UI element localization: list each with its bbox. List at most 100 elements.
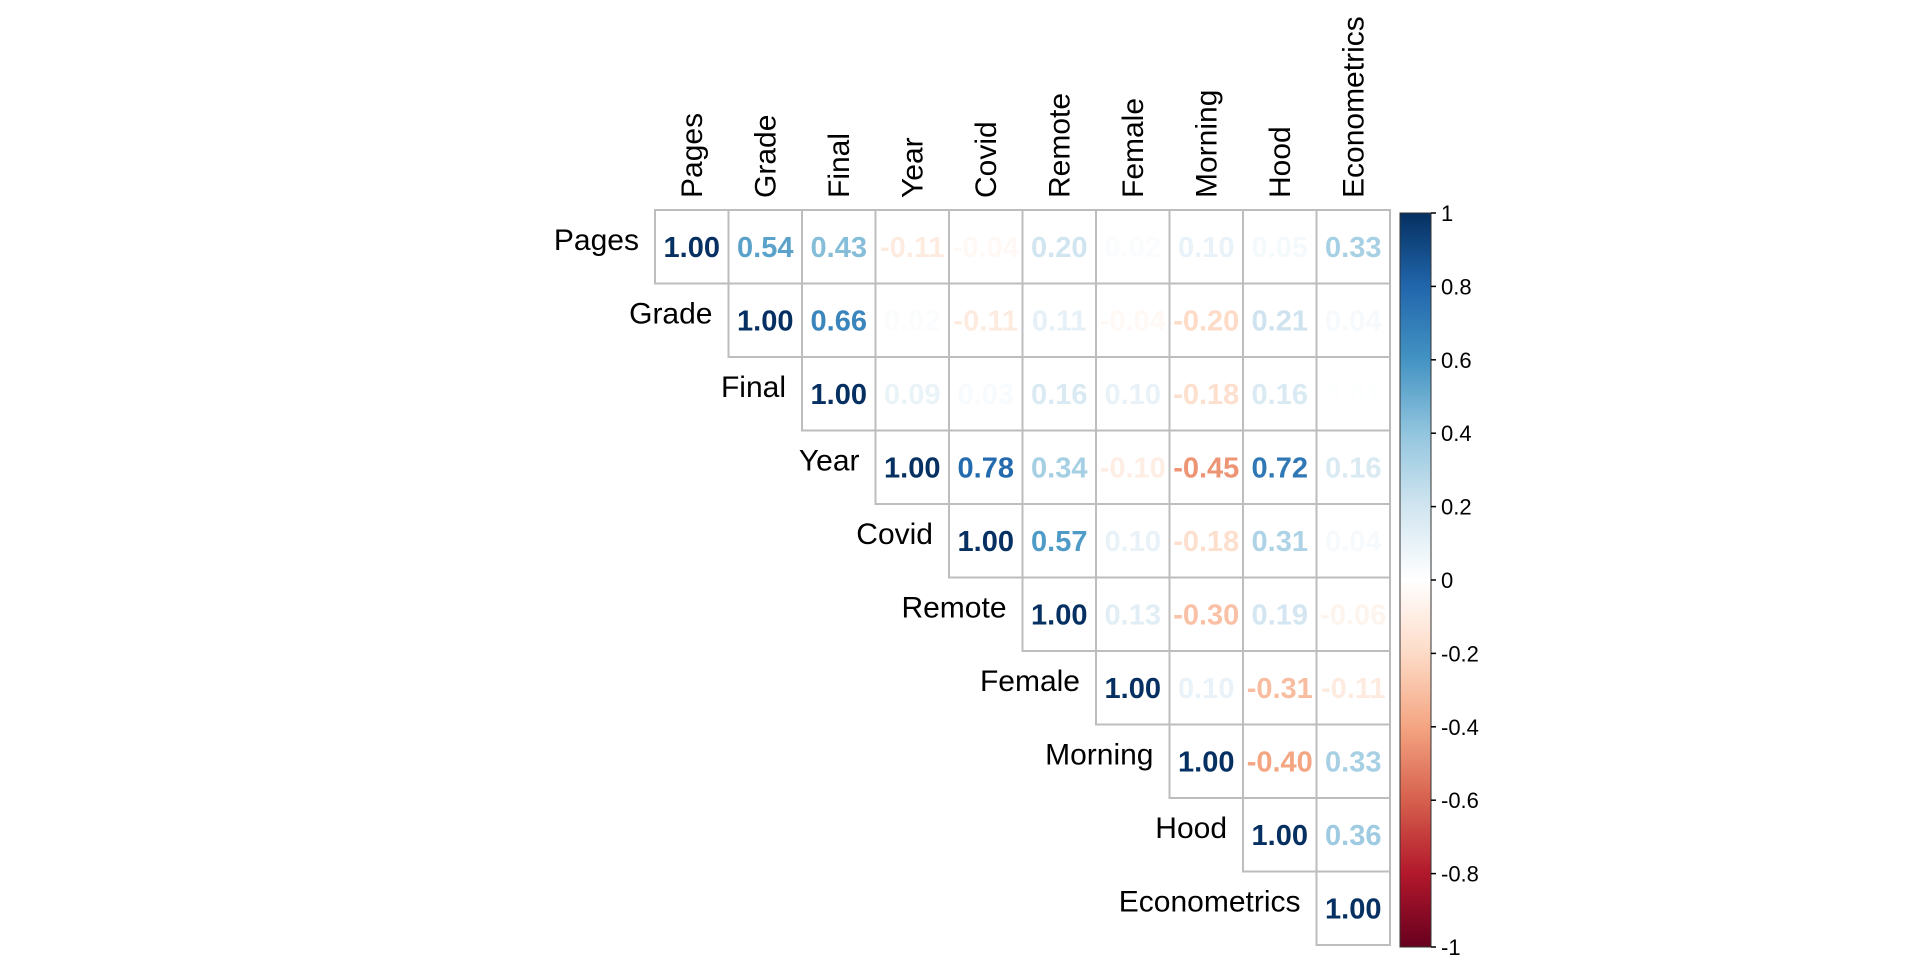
cell-value-pages-hood: 0.05 xyxy=(1252,232,1308,264)
colorbar-tick-label: -0.8 xyxy=(1441,862,1479,887)
cell-female-econometrics xyxy=(1315,650,1391,726)
cell-value-pages-remote: 0.20 xyxy=(1031,232,1087,264)
cell-value-final-final: 1.00 xyxy=(811,379,867,411)
cell-value-year-remote: 0.34 xyxy=(1031,452,1087,484)
cell-pages-remote xyxy=(1021,209,1097,285)
column-labels: Pages Grade Final Year Covid Remote Female Morn… xyxy=(676,16,1371,198)
cell-female-morning xyxy=(1168,650,1244,726)
cell-value-hood-econometrics: 0.36 xyxy=(1325,820,1381,852)
cell-value-hood-hood: 1.00 xyxy=(1252,820,1308,852)
cell-value-grade-covid: -0.11 xyxy=(954,305,1019,337)
row-label-hood: Hood xyxy=(1155,812,1227,845)
colorbar-tick-label: 0 xyxy=(1441,568,1453,593)
cell-value-final-morning: -0.18 xyxy=(1173,379,1239,411)
cell-value-morning-morning: 1.00 xyxy=(1178,746,1234,778)
cell-pages-grade xyxy=(727,209,803,285)
col-label-morning: Morning xyxy=(1190,90,1223,198)
colorbar-gradient xyxy=(1400,213,1431,947)
row-label-remote: Remote xyxy=(901,591,1006,624)
cell-final-covid xyxy=(948,356,1024,432)
colorbar-tick-label: 0.6 xyxy=(1441,348,1472,373)
col-label-remote: Remote xyxy=(1043,93,1076,198)
cell-value-remote-female: 0.13 xyxy=(1105,599,1161,631)
cell-grade-morning xyxy=(1168,282,1244,358)
cell-value-covid-morning: -0.18 xyxy=(1173,526,1239,558)
row-label-year: Year xyxy=(799,444,860,477)
cell-value-pages-year: -0.11 xyxy=(880,232,945,264)
cell-pages-pages xyxy=(654,209,730,285)
cell-value-pages-morning: 0.10 xyxy=(1178,232,1234,264)
row-label-grade: Grade xyxy=(629,297,712,330)
cell-value-year-morning: -0.45 xyxy=(1173,452,1239,484)
cell-value-morning-econometrics: 0.33 xyxy=(1325,746,1381,778)
cell-value-covid-remote: 0.57 xyxy=(1031,526,1087,558)
cell-year-covid xyxy=(948,429,1024,505)
cell-value-covid-hood: 0.31 xyxy=(1252,526,1308,558)
row-labels: Pages Grade Final Year Covid Remote Female Morn… xyxy=(554,224,1301,919)
cell-value-remote-morning: -0.30 xyxy=(1173,599,1239,631)
cell-value-grade-econometrics: 0.04 xyxy=(1325,305,1381,337)
cell-female-female xyxy=(1095,650,1171,726)
cell-morning-morning xyxy=(1168,723,1244,799)
col-label-year: Year xyxy=(896,137,929,198)
col-label-final: Final xyxy=(823,133,856,198)
cell-value-final-female: 0.10 xyxy=(1105,379,1161,411)
cell-value-grade-morning: -0.20 xyxy=(1173,305,1239,337)
cell-final-final xyxy=(801,356,877,432)
cell-pages-econometrics xyxy=(1315,209,1391,285)
cell-grade-final xyxy=(801,282,877,358)
colorbar-tick-label: 0.8 xyxy=(1441,274,1472,299)
cell-value-pages-grade: 0.54 xyxy=(737,232,793,264)
cell-value-remote-econometrics: -0.06 xyxy=(1320,599,1386,631)
cell-value-pages-econometrics: 0.33 xyxy=(1325,232,1381,264)
cell-value-pages-female: 0.02 xyxy=(1105,232,1161,264)
cell-value-grade-grade: 1.00 xyxy=(737,305,793,337)
col-label-hood: Hood xyxy=(1264,126,1297,198)
cell-value-female-female: 1.00 xyxy=(1105,673,1161,705)
cell-hood-hood xyxy=(1242,797,1318,873)
cell-value-pages-pages: 1.00 xyxy=(664,232,720,264)
cell-value-female-hood: -0.31 xyxy=(1247,673,1313,705)
cell-econometrics-econometrics xyxy=(1315,870,1391,946)
colorbar: 1 0.8 0.6 0.4 0.2 0 -0.2 -0.4 -0.6 -0.8 -1 xyxy=(1399,201,1479,960)
cell-grade-econometrics xyxy=(1315,282,1391,358)
row-label-covid: Covid xyxy=(856,518,933,551)
colorbar-tick-label: -0.2 xyxy=(1441,641,1479,666)
colorbar-tick-label: 1 xyxy=(1441,201,1453,226)
cell-year-female xyxy=(1095,429,1171,505)
cell-value-remote-remote: 1.00 xyxy=(1031,599,1087,631)
cell-grade-hood xyxy=(1242,282,1318,358)
row-label-morning: Morning xyxy=(1045,738,1153,771)
colorbar-tick-label: 0.2 xyxy=(1441,495,1472,520)
cell-value-final-covid: 0.03 xyxy=(958,379,1014,411)
cell-female-hood xyxy=(1242,650,1318,726)
col-label-econometrics: Econometrics xyxy=(1337,16,1370,198)
cell-value-pages-covid: -0.04 xyxy=(953,232,1019,264)
col-label-female: Female xyxy=(1117,98,1150,198)
cell-value-grade-final: 0.66 xyxy=(811,305,867,337)
cell-remote-econometrics xyxy=(1315,576,1391,652)
cell-value-grade-hood: 0.21 xyxy=(1252,305,1308,337)
cell-value-econometrics-econometrics: 1.00 xyxy=(1325,893,1381,925)
cell-value-year-hood: 0.72 xyxy=(1252,452,1308,484)
cell-value-final-hood: 0.16 xyxy=(1252,379,1308,411)
cell-value-pages-final: 0.43 xyxy=(811,232,867,264)
cell-covid-remote xyxy=(1021,503,1097,579)
cell-final-remote xyxy=(1021,356,1097,432)
colorbar-tick-label: 0.4 xyxy=(1441,421,1472,446)
cell-value-final-remote: 0.16 xyxy=(1031,379,1087,411)
cell-value-year-econometrics: 0.16 xyxy=(1325,452,1381,484)
cell-final-econometrics xyxy=(1315,356,1391,432)
cell-value-covid-female: 0.10 xyxy=(1105,526,1161,558)
col-label-covid: Covid xyxy=(970,121,1003,198)
cell-value-year-covid: 0.78 xyxy=(958,452,1014,484)
cell-value-covid-econometrics: 0.04 xyxy=(1325,526,1381,558)
cell-value-final-econometrics: 0.01 xyxy=(1325,379,1381,411)
cell-value-morning-hood: -0.40 xyxy=(1247,746,1313,778)
col-label-grade: Grade xyxy=(749,115,782,198)
cell-covid-female xyxy=(1095,503,1171,579)
cell-value-female-econometrics: -0.11 xyxy=(1321,673,1386,705)
cell-morning-econometrics xyxy=(1315,723,1391,799)
row-label-female: Female xyxy=(980,665,1080,698)
cell-value-grade-remote: 0.11 xyxy=(1032,305,1087,337)
